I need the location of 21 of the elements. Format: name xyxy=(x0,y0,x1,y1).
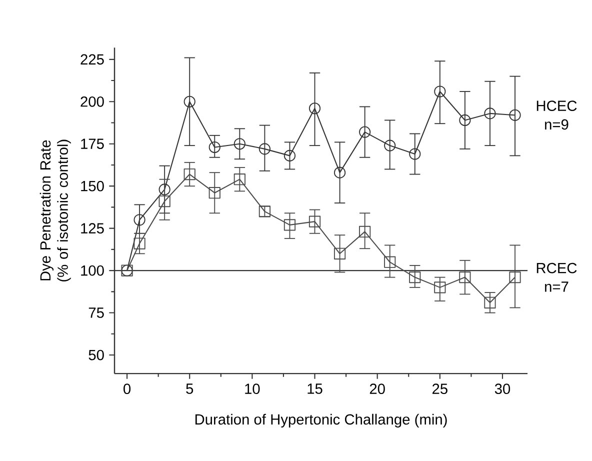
text: n=7 xyxy=(545,282,568,292)
x-tick-label: 30 xyxy=(494,384,510,394)
x-tick-label: 5 xyxy=(186,384,194,394)
x-tick-label: 15 xyxy=(308,384,322,394)
y-axis-title: Dye Penetration Rate (% of isotonic control) xyxy=(40,140,71,282)
x-tick-label: 0 xyxy=(124,384,131,394)
y-tick-label: 175 xyxy=(81,138,104,149)
x-tick-label: 10 xyxy=(245,384,260,394)
x-tick-label: 25 xyxy=(432,384,448,394)
series-label: RCEC xyxy=(536,262,577,274)
text: n=9 xyxy=(545,119,568,130)
y-tick-label: 225 xyxy=(80,54,104,65)
y-tick-label: 125 xyxy=(81,223,104,234)
y-tick-label: 100 xyxy=(81,265,104,276)
series-label: HCEC xyxy=(536,100,577,112)
y-tick-label: 75 xyxy=(88,308,104,318)
y-tick-label: 200 xyxy=(80,96,104,107)
y-tick-label: 50 xyxy=(88,350,104,360)
y-tick-label: 150 xyxy=(81,180,104,192)
x-axis-title: Duration of Hypertonic Challange (min) xyxy=(195,414,447,428)
x-tick-label: 20 xyxy=(370,384,385,394)
